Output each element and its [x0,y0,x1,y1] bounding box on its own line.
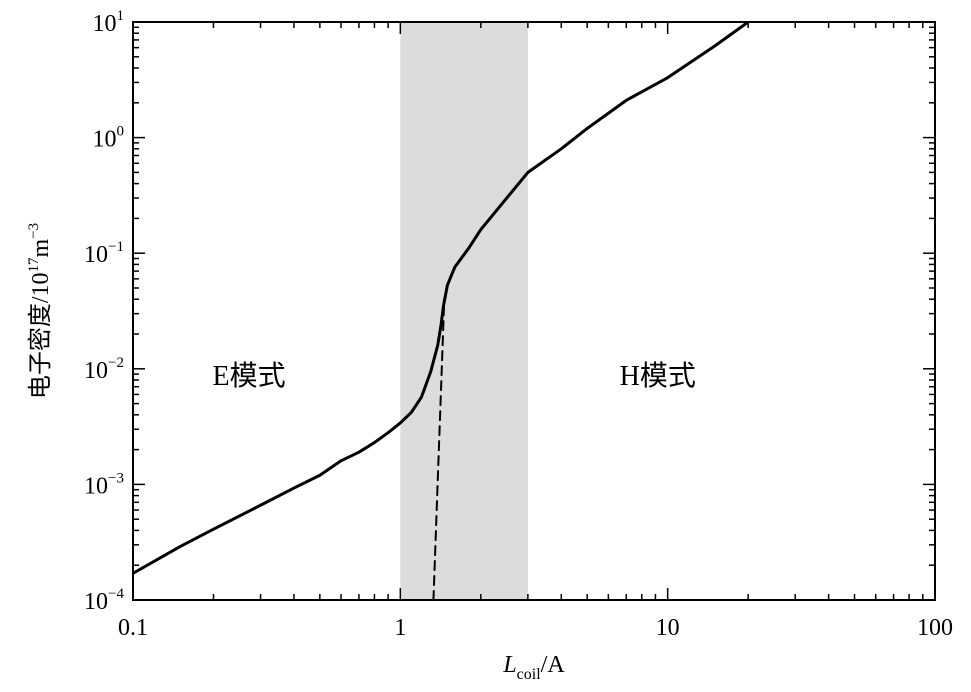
y-tick-label: 10−1 [84,239,124,268]
x-tick-label: 0.1 [118,615,148,641]
x-tick-label: 100 [917,615,953,641]
annotation-layer: E模式 H模式 [213,360,696,392]
solid-series-line [133,22,750,575]
axes-layer: 0.1 1 10 100 10−4 10−3 10−2 10−1 100 101 Lcoil/A 电子… [26,8,953,683]
x-tick-label: 10 [656,615,680,641]
y-tick-label: 10−2 [84,355,124,384]
x-tick-label: 1 [394,615,406,641]
y-axis-label: 电子密度/1017m−3 [26,223,54,399]
plot-frame [132,21,936,601]
x-axis-label: Lcoil/A [502,652,565,683]
transition-region [400,22,528,600]
y-tick-label: 101 [93,8,125,37]
y-tick-label: 10−3 [84,470,124,499]
series-layer [133,22,750,600]
shaded-region-layer [400,22,528,600]
y-tick-label: 10−4 [84,586,124,615]
h-mode-label: H模式 [620,360,696,392]
y-tick-label: 100 [93,124,125,153]
e-mode-label: E模式 [213,360,286,392]
dashed-series-line [432,298,446,600]
